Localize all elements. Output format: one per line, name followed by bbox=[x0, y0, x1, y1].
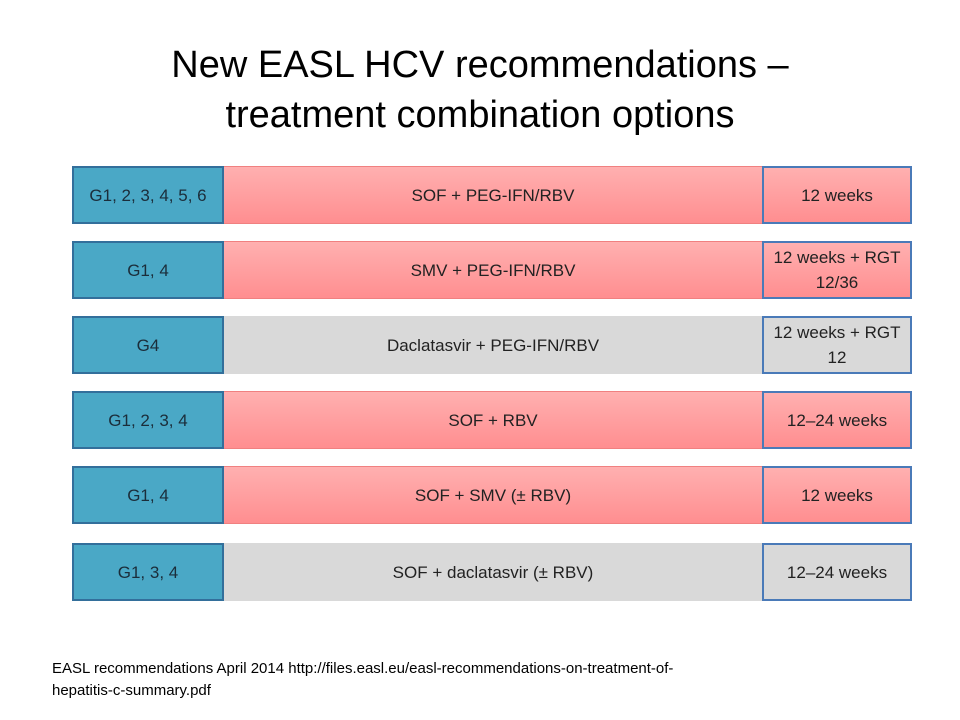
genotype: G1, 3, 4 bbox=[72, 543, 224, 601]
duration: 12 weeks + RGT 12/36 bbox=[762, 241, 912, 299]
title-line: New EASL HCV recommendations – bbox=[171, 44, 789, 86]
regimen: SOF + PEG-IFN/RBV bbox=[224, 166, 762, 224]
regimen: Daclatasvir + PEG-IFN/RBV bbox=[224, 316, 762, 374]
regimen: SOF + daclatasvir (± RBV) bbox=[224, 543, 762, 601]
title-line: treatment combination options bbox=[225, 94, 735, 136]
duration: 12 weeks bbox=[762, 466, 912, 524]
duration: 12–24 weeks bbox=[762, 543, 912, 601]
duration: 12 weeks + RGT 12 bbox=[762, 316, 912, 374]
regimen: SOF + SMV (± RBV) bbox=[224, 466, 762, 524]
duration: 12 weeks bbox=[762, 166, 912, 224]
genotype: G1, 4 bbox=[72, 241, 224, 299]
regimen: SMV + PEG-IFN/RBV bbox=[224, 241, 762, 299]
regimen: SOF + RBV bbox=[224, 391, 762, 449]
footnote: hepatitis-c-summary.pdf bbox=[52, 682, 211, 699]
genotype: G1, 4 bbox=[72, 466, 224, 524]
duration: 12–24 weeks bbox=[762, 391, 912, 449]
genotype: G1, 2, 3, 4 bbox=[72, 391, 224, 449]
genotype: G4 bbox=[72, 316, 224, 374]
genotype: G1, 2, 3, 4, 5, 6 bbox=[72, 166, 224, 224]
footnote: EASL recommendations April 2014 http://f… bbox=[52, 660, 674, 677]
